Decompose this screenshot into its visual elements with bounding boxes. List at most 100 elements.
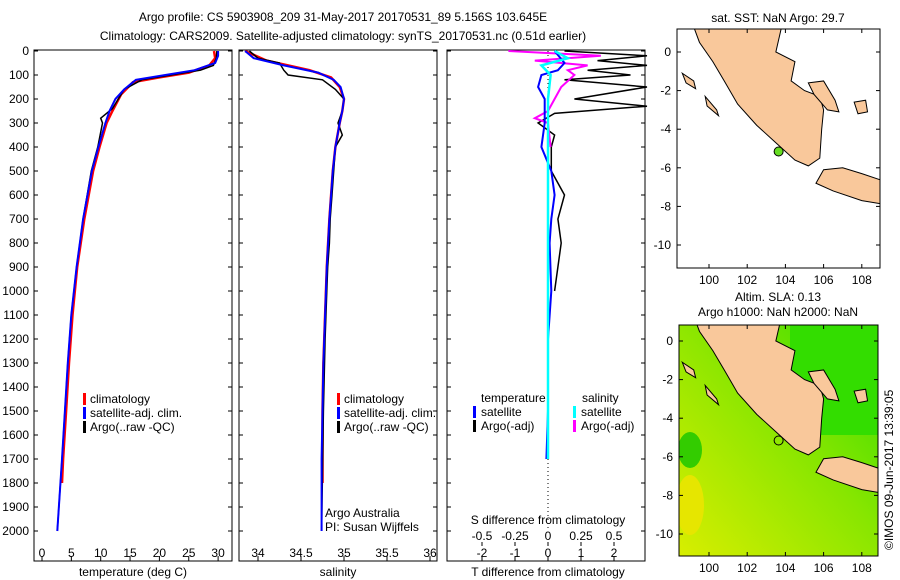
- legend-title-salinity: salinity: [582, 391, 619, 405]
- legend-label: Argo(-adj): [481, 419, 534, 433]
- sla-field-patch: [679, 475, 704, 535]
- lon-tick-label: 100: [699, 273, 719, 287]
- lon-tick-label: 106: [814, 561, 834, 575]
- depth-tick-label: 1000: [2, 284, 29, 298]
- lat-tick-label: -10: [656, 527, 674, 541]
- depth-tick-label: 200: [9, 92, 29, 106]
- lon-tick-label: 102: [737, 273, 757, 287]
- temperature-xlabel: temperature (deg C): [79, 565, 187, 579]
- x-tick-label: -1: [510, 546, 521, 560]
- argo-location-marker: [773, 435, 784, 446]
- x-tick-label: 36: [423, 546, 437, 560]
- argo-location-marker: [773, 146, 784, 157]
- map-content: [679, 325, 878, 556]
- x-tick-label: -2: [477, 546, 488, 560]
- depth-tick-label: 2000: [2, 524, 29, 538]
- annotation-argo-australia: Argo Australia: [325, 506, 400, 520]
- x-tick-label: 35.5: [375, 546, 399, 560]
- lat-tick-label: -8: [660, 199, 671, 213]
- x-tick-label: 2: [611, 546, 618, 560]
- depth-tick-label: 300: [9, 116, 29, 130]
- series-t-argo: [536, 50, 648, 292]
- legend-label: climatology: [90, 392, 150, 406]
- lon-tick-label: 106: [814, 273, 834, 287]
- legend-swatch-argo: [83, 421, 86, 433]
- series-satellite-adj: [56, 51, 220, 532]
- x-tick-label: 5: [68, 546, 75, 560]
- lat-tick-label: -10: [654, 238, 672, 252]
- depth-tick-label: 1500: [2, 404, 29, 418]
- x-tick-label: 35: [337, 546, 351, 560]
- legend-label: climatology: [344, 392, 404, 406]
- x-tick-label: 0: [39, 546, 46, 560]
- series-s-argo: [508, 50, 601, 148]
- x2-tick-label: 0: [545, 529, 552, 543]
- series-argo: [248, 50, 345, 532]
- landmass: [693, 29, 825, 167]
- lat-tick-label: -8: [662, 488, 673, 502]
- legend-swatch-satellite: [337, 407, 340, 419]
- x-tick-label: 1: [578, 546, 585, 560]
- depth-tick-label: 1200: [2, 332, 29, 346]
- landmass: [815, 167, 880, 205]
- depth-tick-label: 1900: [2, 500, 29, 514]
- temperature-legend: climatology satellite-adj. clim. Argo(..…: [83, 392, 182, 434]
- legend-swatch-satellite: [83, 407, 86, 419]
- salinity-panel: 34 34.5 35 35.5 36: [239, 49, 437, 561]
- legend-label: satellite: [581, 405, 622, 419]
- depth-tick-label: 1800: [2, 476, 29, 490]
- lat-tick-label: -4: [660, 122, 671, 136]
- salinity-xlabel: salinity: [320, 565, 357, 579]
- x2-tick-label: -0.5: [472, 529, 493, 543]
- title-line-2: Climatology: CARS2009. Satellite-adjuste…: [100, 29, 586, 43]
- x2-tick-label: -0.25: [501, 529, 529, 543]
- sla-map-title-1: Altim. SLA: 0.13: [735, 290, 821, 304]
- lat-tick-label: -6: [662, 450, 673, 464]
- landmass: [681, 71, 697, 90]
- series-argo: [56, 50, 218, 532]
- title-line-1: Argo profile: CS 5903908_209 31-May-2017…: [139, 10, 547, 24]
- legend-title-temperature: temperature: [481, 391, 546, 405]
- legend-swatch-climatology: [83, 393, 86, 405]
- depth-tick-label: 0: [22, 44, 29, 58]
- lon-tick-label: 108: [852, 561, 872, 575]
- landmass: [853, 99, 869, 115]
- x-tick-label: 0: [545, 546, 552, 560]
- lon-tick-label: 104: [775, 273, 795, 287]
- difference-panel: -2 -1 0 1 2 -0.5 -0.25 0 0.25 0.5: [447, 49, 648, 561]
- legend-label: Argo(-adj): [581, 419, 634, 433]
- legend-swatch-t-satellite: [473, 406, 476, 418]
- lat-tick-label: -4: [662, 411, 673, 425]
- legend-swatch-s-satellite: [573, 406, 576, 418]
- sst-map: 100 102 104 106 108 0 -2 -4 -6 -8 -10: [654, 28, 881, 287]
- legend-swatch-t-argo: [473, 420, 476, 432]
- temperature-panel: 0100200300400500600700800900100011001200…: [2, 44, 232, 561]
- lon-tick-label: 102: [737, 561, 757, 575]
- landmass: [807, 369, 840, 402]
- lat-tick-label: -2: [660, 84, 671, 98]
- legend-label: satellite-adj. clim.: [90, 406, 182, 420]
- legend-label: Argo(..raw -QC): [90, 420, 175, 434]
- landmass: [853, 388, 869, 404]
- x2-tick-label: 0.5: [606, 529, 623, 543]
- depth-tick-label: 900: [9, 260, 29, 274]
- sla-field-patch: [679, 432, 702, 468]
- legend-label: satellite-adj. clim.: [344, 406, 436, 420]
- series-climatology: [244, 49, 346, 483]
- depth-tick-label: 500: [9, 164, 29, 178]
- depth-tick-label: 1300: [2, 356, 29, 370]
- x-tick-label: 20: [153, 546, 167, 560]
- difference-plot-frame: [446, 49, 646, 562]
- temperature-plot-frame: [33, 49, 233, 562]
- lat-tick-label: 0: [664, 45, 671, 59]
- map-frame: [678, 324, 879, 557]
- legend-swatch-climatology: [337, 393, 340, 405]
- series-satellite-adj: [244, 50, 346, 531]
- x-tick-label: 34.5: [289, 546, 313, 560]
- legend-label: Argo(..raw -QC): [344, 420, 429, 434]
- t-difference-xlabel: T difference from climatology: [471, 565, 625, 579]
- lat-tick-label: -6: [660, 161, 671, 175]
- s-difference-xlabel: S difference from climatology: [471, 513, 626, 527]
- annotation-pi: PI: Susan Wijffels: [325, 520, 419, 534]
